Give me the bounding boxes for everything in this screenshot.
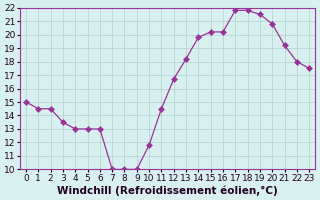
X-axis label: Windchill (Refroidissement éolien,°C): Windchill (Refroidissement éolien,°C): [57, 185, 278, 196]
